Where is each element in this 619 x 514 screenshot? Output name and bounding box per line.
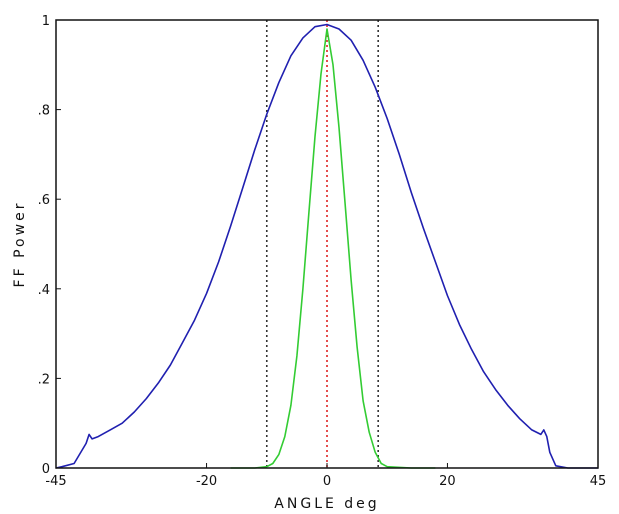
y-tick-label: .8: [38, 104, 50, 119]
y-tick-label: .4: [38, 283, 50, 298]
x-axis-ticks: -45 -20 0 20 45: [45, 463, 606, 489]
y-axis-ticks: 0 .2 .4 .6 .8 1: [38, 14, 61, 477]
x-tick-label: 0: [323, 474, 331, 489]
reference-lines: [265, 20, 379, 468]
y-axis-label: FF Power: [12, 201, 28, 288]
x-tick-label: -45: [45, 474, 66, 489]
y-tick-label: 0: [42, 462, 50, 477]
y-tick-label: .2: [38, 372, 50, 387]
y-tick-label: 1: [42, 14, 50, 29]
series-line-0: [55, 23, 598, 469]
y-tick-label: .6: [38, 193, 50, 208]
x-tick-label: -20: [196, 474, 217, 489]
series-group: [55, 23, 598, 469]
x-tick-label: 20: [439, 474, 456, 489]
x-axis-label: ANGLE deg: [274, 496, 379, 512]
series-line-1: [230, 28, 436, 469]
x-tick-label: 45: [590, 474, 607, 489]
